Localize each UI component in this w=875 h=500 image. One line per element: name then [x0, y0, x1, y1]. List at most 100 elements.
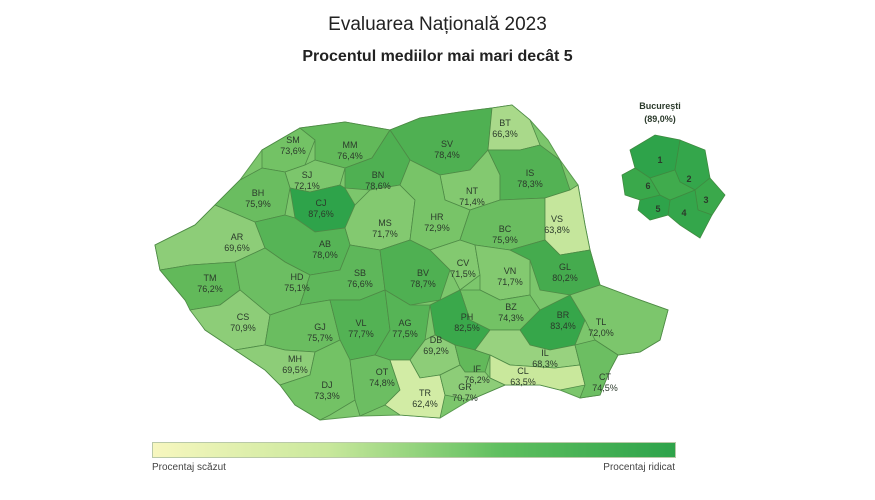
county-value-SJ: 72,1%: [294, 181, 320, 191]
county-value-DB: 69,2%: [423, 346, 449, 356]
county-value-CL: 63,5%: [510, 377, 536, 387]
bucharest-sector-4: [667, 189, 713, 239]
county-value-SB: 76,6%: [347, 279, 373, 289]
county-value-AG: 77,5%: [392, 329, 418, 339]
county-value-OT: 74,8%: [369, 378, 395, 388]
county-code-CJ: CJ: [316, 198, 327, 208]
county-value-SV: 78,4%: [434, 150, 460, 160]
county-value-GR: 70,7%: [452, 393, 478, 403]
county-code-TR: TR: [419, 388, 431, 398]
county-value-CS: 70,9%: [230, 323, 256, 333]
county-value-GJ: 75,7%: [307, 333, 333, 343]
county-value-HD: 75,1%: [284, 283, 310, 293]
county-CT: [574, 339, 619, 399]
county-value-IF: 76,2%: [464, 375, 490, 385]
county-code-OT: OT: [376, 367, 389, 377]
bucharest-center: [649, 169, 696, 201]
county-value-AB: 78,0%: [312, 250, 338, 260]
county-code-BV: BV: [417, 268, 429, 278]
bucharest-sector-label-2: 2: [686, 174, 691, 184]
bucharest-sector-label-1: 1: [657, 155, 662, 165]
county-value-BZ: 74,3%: [498, 313, 524, 323]
county-TL: [569, 284, 669, 356]
county-value-HR: 72,9%: [424, 223, 450, 233]
county-TR: [384, 359, 446, 419]
county-code-SB: SB: [354, 268, 366, 278]
county-value-BR: 83,4%: [550, 321, 576, 331]
county-code-GJ: GJ: [314, 322, 326, 332]
county-code-CV: CV: [457, 258, 470, 268]
county-value-MH: 69,5%: [282, 365, 308, 375]
county-value-NT: 71,4%: [459, 197, 485, 207]
bucharest-value: (89,0%): [644, 114, 676, 124]
county-value-TM: 76,2%: [197, 284, 223, 294]
county-code-AR: AR: [231, 232, 244, 242]
county-value-MM: 76,4%: [337, 151, 363, 161]
county-value-BT: 66,3%: [492, 129, 518, 139]
county-code-IL: IL: [541, 348, 549, 358]
county-code-MH: MH: [288, 354, 302, 364]
county-code-AG: AG: [398, 318, 411, 328]
county-value-BC: 75,9%: [492, 235, 518, 245]
county-code-VS: VS: [551, 214, 563, 224]
county-code-BN: BN: [372, 170, 385, 180]
county-code-BC: BC: [499, 224, 512, 234]
county-code-DJ: DJ: [322, 380, 333, 390]
bucharest-sector-label-5: 5: [655, 204, 660, 214]
county-code-HD: HD: [291, 272, 304, 282]
county-code-BT: BT: [499, 118, 511, 128]
bucharest-sector-label-6: 6: [645, 181, 650, 191]
county-code-SJ: SJ: [302, 170, 313, 180]
county-value-VN: 71,7%: [497, 277, 523, 287]
county-value-TR: 62,4%: [412, 399, 438, 409]
county-code-MS: MS: [378, 218, 392, 228]
county-value-MS: 71,7%: [372, 229, 398, 239]
county-code-TM: TM: [204, 273, 217, 283]
county-value-CT: 74,5%: [592, 383, 618, 393]
county-code-CS: CS: [237, 312, 250, 322]
county-code-AB: AB: [319, 239, 331, 249]
county-BT: [487, 104, 541, 151]
bucharest-sector-label-3: 3: [703, 195, 708, 205]
county-value-SM: 73,6%: [280, 146, 306, 156]
county-code-CL: CL: [517, 366, 529, 376]
bucharest-name: București: [639, 101, 681, 111]
county-value-DJ: 73,3%: [314, 391, 340, 401]
legend-low-label: Procentaj scăzut: [152, 462, 226, 473]
page-subtitle: Procentul mediilor mai mari decât 5: [302, 48, 573, 65]
county-value-BN: 78,6%: [365, 181, 391, 191]
county-value-CJ: 87,6%: [308, 209, 334, 219]
county-value-IL: 68,3%: [532, 359, 558, 369]
page-title: Evaluarea Națională 2023: [328, 14, 547, 35]
county-code-GR: GR: [458, 382, 472, 392]
legend-gradient-bar: [152, 442, 676, 458]
county-code-IF: IF: [473, 364, 482, 374]
county-code-NT: NT: [466, 186, 478, 196]
county-value-TL: 72,0%: [588, 328, 614, 338]
county-value-VL: 77,7%: [348, 329, 374, 339]
county-value-PH: 82,5%: [454, 323, 480, 333]
county-value-VS: 63,8%: [544, 225, 570, 235]
county-code-BR: BR: [557, 310, 570, 320]
county-code-PH: PH: [461, 312, 474, 322]
bucharest-sector-label-4: 4: [681, 208, 686, 218]
county-code-VL: VL: [355, 318, 366, 328]
county-code-GL: GL: [559, 262, 571, 272]
county-code-IS: IS: [526, 168, 535, 178]
county-code-MM: MM: [343, 140, 358, 150]
county-value-BV: 78,7%: [410, 279, 436, 289]
county-code-SM: SM: [286, 135, 300, 145]
county-code-SV: SV: [441, 139, 453, 149]
county-value-CV: 71,5%: [450, 269, 476, 279]
county-value-BH: 75,9%: [245, 199, 271, 209]
county-code-TL: TL: [596, 317, 607, 327]
county-code-BZ: BZ: [505, 302, 517, 312]
county-GR: [439, 364, 506, 401]
county-value-GL: 80,2%: [552, 273, 578, 283]
county-code-BH: BH: [252, 188, 265, 198]
county-code-VN: VN: [504, 266, 517, 276]
county-value-IS: 78,3%: [517, 179, 543, 189]
legend-high-label: Procentaj ridicat: [603, 462, 675, 473]
county-code-CT: CT: [599, 372, 611, 382]
